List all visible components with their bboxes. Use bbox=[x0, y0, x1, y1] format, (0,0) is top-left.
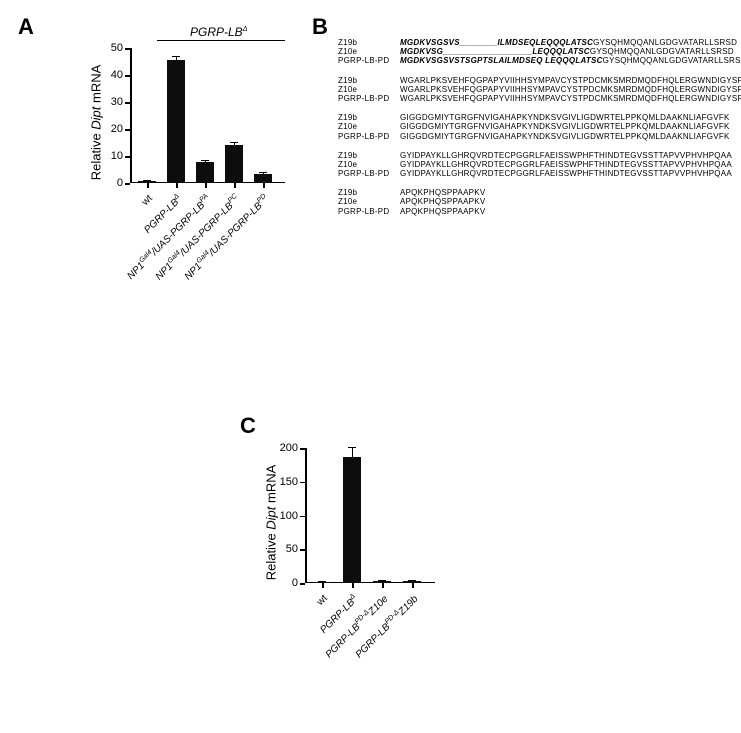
y-tick-label: 150 bbox=[273, 476, 298, 488]
alignment-label: PGRP-LB-PD bbox=[338, 56, 400, 65]
alignment-seq: WGARLPKSVEHFQGPAPYVIIHHSYMPAVCYSTPDCMKSM… bbox=[400, 76, 741, 85]
alignment-seq: GYIDPAYKLLGHRQVRDTECPGGRLFAEISSWPHFTHIND… bbox=[400, 160, 732, 169]
chartA-plot: 01020304050 bbox=[130, 48, 285, 183]
y-tick-label: 50 bbox=[98, 42, 123, 54]
y-tick-label: 30 bbox=[98, 96, 123, 108]
alignment-row: Z19bGIGGDGMIYTGRGFNVIGAHAPKYNDKSVGIVLIGD… bbox=[338, 113, 741, 122]
alignment-seq: MGDKVSGSVSTSGPTSLAILMDSEQ LEQQQLATSCGYSQ… bbox=[400, 56, 741, 65]
bar bbox=[167, 60, 185, 183]
panel-label-B: B bbox=[312, 14, 328, 40]
alignment-label: Z10e bbox=[338, 197, 400, 206]
chart-C: Relative Dipt mRNA 050100150200 wtPGRP-L… bbox=[265, 440, 465, 685]
chartA-header: PGRP-LBΔ bbox=[190, 25, 247, 39]
alignment-label: Z19b bbox=[338, 113, 400, 122]
alignment-row: Z10eMGDKVSG___________________LEQQQLATSC… bbox=[338, 47, 741, 56]
alignment-seq: GIGGDGMIYTGRGFNVIGAHAPKYNDKSVGIVLIGDWRTE… bbox=[400, 122, 730, 131]
alignment-seq: WGARLPKSVEHFQGPAPYVIIHHSYMPAVCYSTPDCMKSM… bbox=[400, 85, 741, 94]
alignment-row: Z19bWGARLPKSVEHFQGPAPYVIIHHSYMPAVCYSTPDC… bbox=[338, 76, 741, 85]
y-tick-label: 40 bbox=[98, 69, 123, 81]
alignment-label: PGRP-LB-PD bbox=[338, 207, 400, 216]
bar bbox=[225, 145, 243, 183]
alignment-row: PGRP-LB-PDMGDKVSGSVSTSGPTSLAILMDSEQ LEQQ… bbox=[338, 56, 741, 65]
alignment-seq: GIGGDGMIYTGRGFNVIGAHAPKYNDKSVGIVLIGDWRTE… bbox=[400, 113, 730, 122]
alignment-row: Z10eGYIDPAYKLLGHRQVRDTECPGGRLFAEISSWPHFT… bbox=[338, 160, 741, 169]
panel-label-C: C bbox=[240, 413, 256, 439]
bar bbox=[196, 162, 214, 183]
alignment-label: Z19b bbox=[338, 151, 400, 160]
panel-label-A: A bbox=[18, 14, 34, 40]
alignment-panel: Z19bMGDKVSGSVS________ILMDSEQLEQQQLATSCG… bbox=[338, 38, 741, 226]
alignment-label: Z10e bbox=[338, 85, 400, 94]
bar bbox=[254, 174, 272, 183]
y-tick-label: 0 bbox=[273, 577, 298, 589]
y-tick-label: 20 bbox=[98, 123, 123, 135]
alignment-row: Z10eGIGGDGMIYTGRGFNVIGAHAPKYNDKSVGIVLIGD… bbox=[338, 122, 741, 131]
bar bbox=[343, 457, 361, 583]
chartC-plot: 050100150200 bbox=[305, 448, 435, 583]
alignment-label: PGRP-LB-PD bbox=[338, 94, 400, 103]
alignment-seq: GIGGDGMIYTGRGFNVIGAHAPKYNDKSVGIVLIGDWRTE… bbox=[400, 132, 730, 141]
y-tick-label: 10 bbox=[98, 150, 123, 162]
alignment-label: Z10e bbox=[338, 47, 400, 56]
alignment-row: Z19bAPQKPHQSPPAAPKV bbox=[338, 188, 741, 197]
alignment-label: Z19b bbox=[338, 188, 400, 197]
alignment-row: PGRP-LB-PDGYIDPAYKLLGHRQVRDTECPGGRLFAEIS… bbox=[338, 169, 741, 178]
alignment-row: Z19bGYIDPAYKLLGHRQVRDTECPGGRLFAEISSWPHFT… bbox=[338, 151, 741, 160]
alignment-seq: APQKPHQSPPAAPKV bbox=[400, 197, 485, 206]
alignment-seq: APQKPHQSPPAAPKV bbox=[400, 188, 485, 197]
alignment-seq: WGARLPKSVEHFQGPAPYVIIHHSYMPAVCYSTPDCMKSM… bbox=[400, 94, 741, 103]
alignment-seq: APQKPHQSPPAAPKV bbox=[400, 207, 485, 216]
y-tick-label: 100 bbox=[273, 510, 298, 522]
alignment-seq: MGDKVSG___________________LEQQQLATSCGYSQ… bbox=[400, 47, 734, 56]
alignment-row: PGRP-LB-PDAPQKPHQSPPAAPKV bbox=[338, 207, 741, 216]
alignment-seq: MGDKVSGSVS________ILMDSEQLEQQQLATSCGYSQH… bbox=[400, 38, 737, 47]
alignment-label: Z19b bbox=[338, 76, 400, 85]
y-tick-label: 50 bbox=[273, 543, 298, 555]
chartA-header-line bbox=[157, 40, 285, 41]
alignment-row: Z10eWGARLPKSVEHFQGPAPYVIIHHSYMPAVCYSTPDC… bbox=[338, 85, 741, 94]
y-tick-label: 200 bbox=[273, 442, 298, 454]
alignment-seq: GYIDPAYKLLGHRQVRDTECPGGRLFAEISSWPHFTHIND… bbox=[400, 169, 732, 178]
alignment-label: Z19b bbox=[338, 38, 400, 47]
chart-A: PGRP-LBΔ Relative Dipt mRNA 01020304050 … bbox=[90, 40, 290, 290]
alignment-label: Z10e bbox=[338, 122, 400, 131]
alignment-row: Z10eAPQKPHQSPPAAPKV bbox=[338, 197, 741, 206]
alignment-row: PGRP-LB-PDGIGGDGMIYTGRGFNVIGAHAPKYNDKSVG… bbox=[338, 132, 741, 141]
alignment-label: PGRP-LB-PD bbox=[338, 169, 400, 178]
alignment-row: Z19bMGDKVSGSVS________ILMDSEQLEQQQLATSCG… bbox=[338, 38, 741, 47]
alignment-label: Z10e bbox=[338, 160, 400, 169]
alignment-seq: GYIDPAYKLLGHRQVRDTECPGGRLFAEISSWPHFTHIND… bbox=[400, 151, 732, 160]
alignment-row: PGRP-LB-PDWGARLPKSVEHFQGPAPYVIIHHSYMPAVC… bbox=[338, 94, 741, 103]
alignment-label: PGRP-LB-PD bbox=[338, 132, 400, 141]
y-tick-label: 0 bbox=[98, 177, 123, 189]
